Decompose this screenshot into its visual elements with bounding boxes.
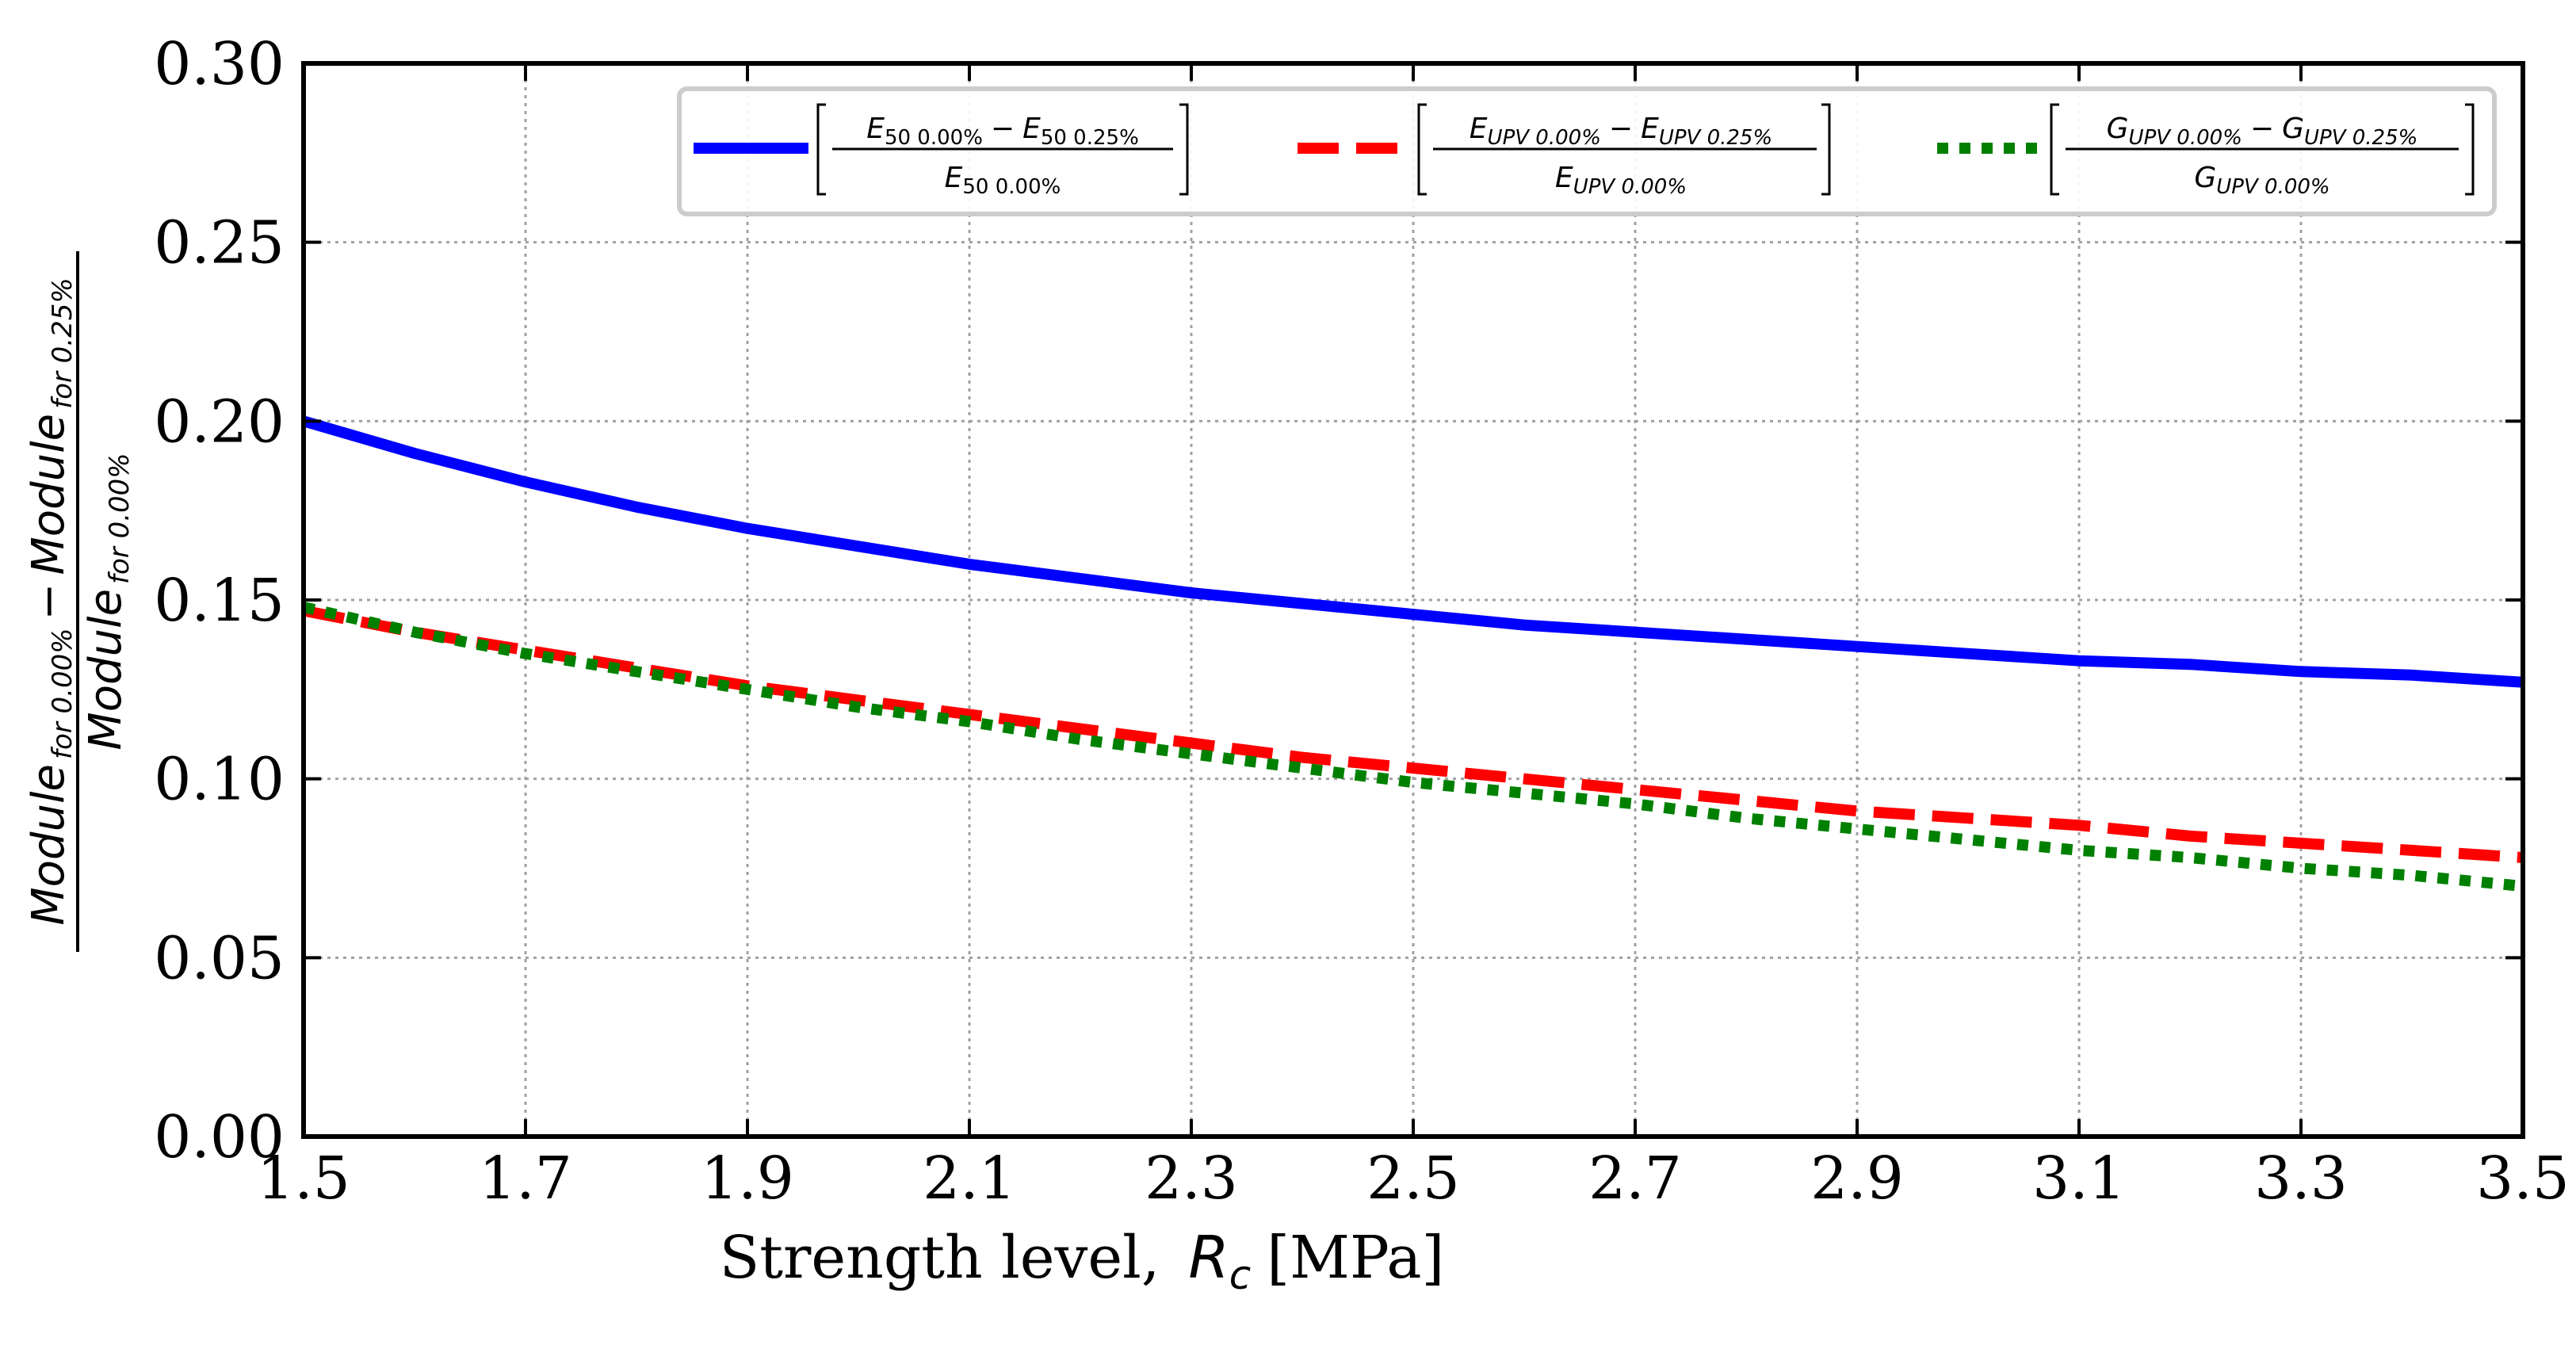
x-tick-label: 2.9 bbox=[1810, 1144, 1904, 1213]
y-num-b: Module bbox=[23, 414, 75, 575]
y-num-a-sub: for 0.00% bbox=[47, 628, 78, 759]
legend-box bbox=[677, 86, 2497, 216]
legend-entry-gupv: GUPV 0.00% − GUPV 0.25% GUPV 0.00% bbox=[1937, 103, 2475, 199]
legend-bracket-right-gupv bbox=[2465, 103, 2475, 196]
legend-bracket-right-eupv bbox=[1821, 103, 1831, 196]
y-tick-label: 0.20 bbox=[154, 388, 285, 456]
x-tick-label: 2.7 bbox=[1588, 1144, 1682, 1213]
series-line-e50 bbox=[302, 415, 2524, 688]
x-tick-label: 1.7 bbox=[479, 1144, 572, 1213]
legend-num-gupv: GUPV 0.00% − GUPV 0.25% bbox=[2107, 113, 2418, 150]
x-axis-title-text: Strength level, bbox=[720, 1224, 1160, 1292]
grid-lines bbox=[304, 63, 2523, 1137]
y-tick-labels: 0.00 0.05 0.10 0.15 0.20 0.25 0.30 bbox=[154, 30, 285, 1171]
axes bbox=[301, 61, 2525, 1139]
y-num-b-sub: for 0.25% bbox=[47, 277, 78, 409]
y-tick-label: 0.25 bbox=[154, 209, 285, 277]
legend-entry-eupv: EUPV 0.00% − EUPV 0.25% EUPV 0.00% bbox=[1298, 103, 1831, 199]
legend-den-gupv: GUPV 0.00% bbox=[2194, 162, 2329, 199]
legend: E50 0.00% − E50 0.25% E50 0.00% EUPV 0.00%… bbox=[677, 86, 2497, 216]
x-tick-label: 3.1 bbox=[2032, 1144, 2126, 1213]
x-tick-label: 2.5 bbox=[1366, 1144, 1460, 1213]
legend-bracket-left-gupv bbox=[2050, 103, 2059, 196]
x-axis-symbol-sub: c bbox=[1229, 1252, 1252, 1298]
y-den: Module bbox=[80, 589, 132, 751]
y-tick-label: 0.15 bbox=[154, 567, 285, 635]
legend-bracket-left-eupv bbox=[1417, 103, 1427, 196]
x-tick-labels: 1.5 1.7 1.9 2.1 2.3 2.5 2.7 2.9 3.1 3.3 3.5 bbox=[257, 1144, 2570, 1213]
x-tick-label: 1.9 bbox=[701, 1144, 794, 1213]
x-axis-title: Strength level, Rc [MPa] bbox=[720, 1224, 1445, 1298]
legend-bracket-left-e50 bbox=[816, 103, 826, 196]
series-line-gupv bbox=[302, 602, 2524, 892]
legend-den-e50: E50 0.00% bbox=[945, 162, 1061, 199]
y-den-sub: for 0.00% bbox=[104, 453, 136, 584]
legend-num-e50: E50 0.00% − E50 0.25% bbox=[866, 113, 1139, 150]
x-tick-label: 3.3 bbox=[2254, 1144, 2348, 1213]
legend-num-eupv: EUPV 0.00% − EUPV 0.25% bbox=[1470, 113, 1772, 150]
x-tick-label: 3.5 bbox=[2476, 1144, 2570, 1213]
x-axis-symbol: R bbox=[1188, 1224, 1229, 1292]
series-layer bbox=[302, 415, 2524, 892]
plot-frame bbox=[301, 61, 2525, 1139]
x-axis-unit: [MPa] bbox=[1267, 1224, 1444, 1292]
y-tick-label: 0.00 bbox=[154, 1103, 285, 1171]
y-num-op: − bbox=[23, 583, 75, 621]
y-tick-label: 0.30 bbox=[154, 30, 285, 98]
x-tick-label: 1.5 bbox=[257, 1144, 350, 1213]
x-tick-label: 2.1 bbox=[923, 1144, 1016, 1213]
x-tick-label: 2.3 bbox=[1145, 1144, 1238, 1213]
y-axis-numerator: Module for 0.00% − Module for 0.25% bbox=[23, 277, 78, 925]
y-num-a: Module bbox=[23, 764, 75, 926]
y-tick-label: 0.05 bbox=[154, 924, 285, 992]
legend-bracket-right-e50 bbox=[1179, 103, 1189, 196]
y-tick-label: 0.10 bbox=[154, 746, 285, 814]
y-axis-title: Modulefor 0.00%−Modulefor 0.25% Modulefo… bbox=[23, 251, 136, 952]
y-axis-denominator: Module for 0.00% bbox=[80, 453, 136, 750]
legend-den-eupv: EUPV 0.00% bbox=[1555, 162, 1687, 199]
legend-entry-e50: E50 0.00% − E50 0.25% E50 0.00% bbox=[694, 103, 1189, 199]
series-line-eupv bbox=[302, 605, 2524, 863]
